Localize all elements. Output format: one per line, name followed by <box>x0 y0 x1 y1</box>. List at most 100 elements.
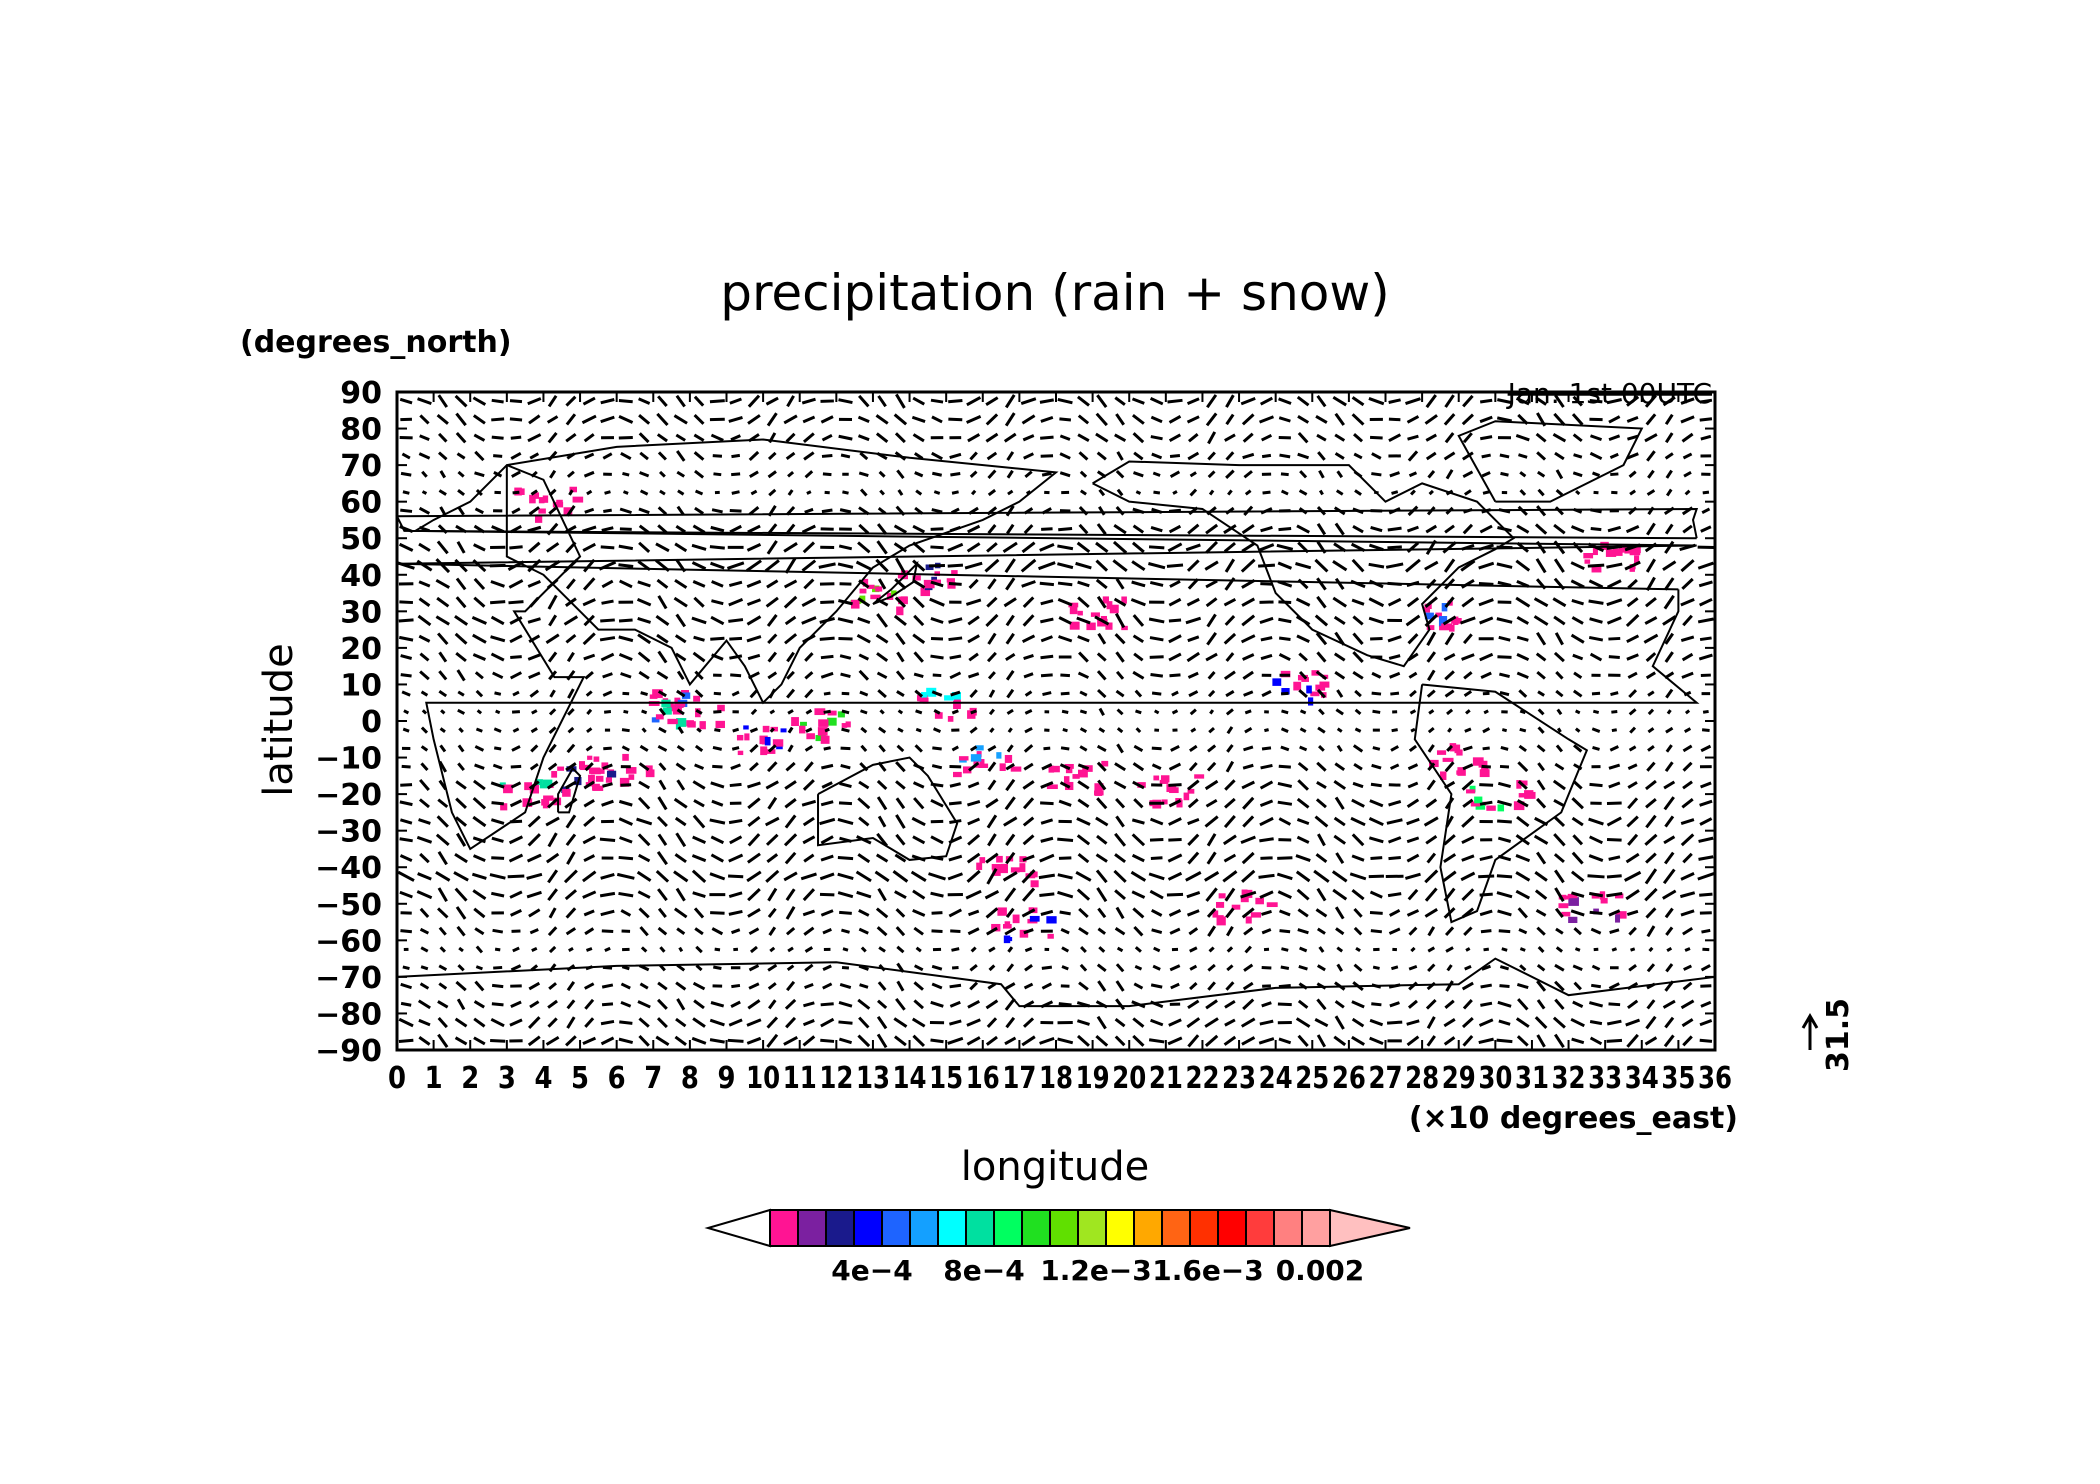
wind-vector <box>748 982 760 990</box>
wind-vector <box>1023 507 1034 515</box>
wind-vector <box>985 413 999 426</box>
coastline <box>396 463 1700 851</box>
wind-vector <box>566 964 576 972</box>
precip-cell <box>1311 670 1320 676</box>
wind-vector <box>638 907 650 919</box>
wind-vector <box>1425 451 1437 461</box>
wind-vector <box>1351 798 1365 808</box>
wind-vector <box>1021 1035 1036 1047</box>
wind-vector <box>1333 1035 1347 1047</box>
wind-vector <box>565 413 577 426</box>
wind-vector <box>1369 911 1383 915</box>
wind-vector <box>1572 689 1583 698</box>
wind-vector <box>1552 1016 1566 1029</box>
wind-vector <box>1260 636 1273 642</box>
wind-vector <box>711 653 724 661</box>
wind-vector <box>1554 887 1565 903</box>
wind-vector <box>638 780 651 790</box>
wind-vector <box>658 470 666 478</box>
wind-vector <box>1553 833 1566 847</box>
wind-vector <box>1204 871 1220 882</box>
wind-vector <box>767 451 777 461</box>
wind-vector <box>1462 745 1473 752</box>
wind-vector <box>1352 651 1364 663</box>
wind-vector <box>455 577 467 591</box>
wind-vector <box>1336 946 1344 953</box>
wind-vector <box>1611 710 1618 714</box>
wind-vector <box>1041 527 1053 531</box>
precip-cell <box>850 599 860 609</box>
wind-vector <box>1041 982 1053 990</box>
wind-vector <box>491 1002 504 1007</box>
wind-vector <box>528 780 540 790</box>
wind-vector <box>1681 798 1694 809</box>
wind-vector <box>1665 926 1674 936</box>
wind-vector <box>490 818 505 825</box>
wind-vector <box>1424 869 1439 884</box>
wind-vector <box>674 907 688 919</box>
wind-vector <box>1591 471 1601 477</box>
precip-cell <box>1293 681 1302 691</box>
precip-cell <box>976 862 983 870</box>
wind-vector <box>1372 965 1380 970</box>
wind-vector <box>1278 617 1292 624</box>
wind-vector <box>656 412 669 427</box>
wind-vector <box>455 652 467 663</box>
wind-vector <box>691 543 707 551</box>
wind-vector <box>455 797 467 809</box>
wind-vector <box>1554 963 1565 972</box>
wind-vector <box>472 797 487 810</box>
wind-vector <box>1134 946 1142 953</box>
wind-vector <box>1114 832 1127 847</box>
wind-vector <box>1151 507 1163 514</box>
wind-vector <box>618 652 633 662</box>
precip-cell <box>625 767 637 774</box>
wind-vector <box>638 964 650 972</box>
x-tick-label: 15 <box>929 1061 963 1096</box>
wind-vector <box>784 615 797 626</box>
wind-vector <box>1460 559 1476 572</box>
wind-vector <box>749 688 759 699</box>
wind-vector <box>1078 907 1089 919</box>
wind-vector <box>1480 983 1493 989</box>
precip-cell <box>1474 796 1483 804</box>
wind-vector <box>602 965 613 970</box>
wind-vector <box>1077 580 1090 588</box>
wind-vector <box>638 853 651 863</box>
wind-vector <box>1408 471 1418 478</box>
wind-vector <box>1132 670 1145 680</box>
wind-vector <box>856 890 872 899</box>
wind-vector <box>1096 761 1107 772</box>
wind-vector <box>1682 780 1693 790</box>
wind-vector <box>583 799 595 808</box>
wind-vector <box>1151 691 1162 696</box>
wind-vector <box>1080 945 1087 953</box>
wind-vector <box>1571 891 1585 898</box>
wind-vector <box>1426 981 1436 991</box>
wind-vector <box>527 653 541 661</box>
wind-vector <box>474 471 485 478</box>
wind-vector <box>455 980 467 992</box>
wind-vector <box>656 433 668 443</box>
wind-vector <box>474 671 484 680</box>
wind-vector <box>421 709 428 715</box>
wind-vector <box>567 707 575 716</box>
precip-cell <box>837 711 845 718</box>
wind-vector <box>1096 523 1107 536</box>
wind-vector <box>1006 469 1014 479</box>
wind-vector <box>1628 506 1638 515</box>
wind-vector <box>438 982 448 990</box>
wind-vector <box>1060 673 1071 678</box>
precip-cell <box>1097 618 1108 627</box>
wind-vector <box>1022 797 1035 810</box>
wind-vector <box>1369 435 1383 440</box>
wind-vector <box>1133 798 1144 809</box>
wind-vector <box>837 617 854 624</box>
x-tick-label: 34 <box>1625 1061 1659 1096</box>
wind-vector <box>1187 451 1200 461</box>
wind-vector <box>784 633 798 645</box>
wind-vector <box>1446 744 1454 752</box>
wind-vector <box>421 490 428 495</box>
precip-cell <box>1010 766 1022 772</box>
wind-vector <box>896 945 905 954</box>
